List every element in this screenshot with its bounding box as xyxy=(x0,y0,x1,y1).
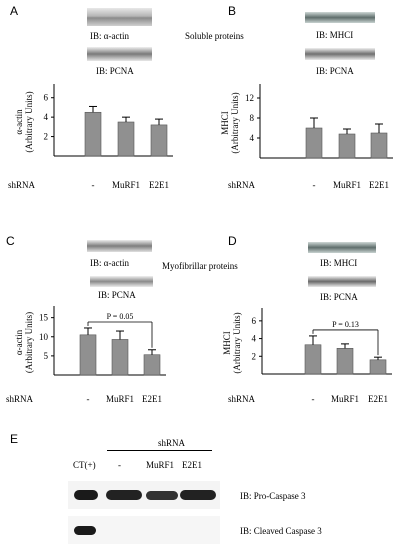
blot-b-pcna xyxy=(305,48,375,60)
chart-c-bar-1 xyxy=(111,339,129,376)
blot-label-b-bottom: IB: PCNA xyxy=(316,66,354,76)
panel-letter-e: E xyxy=(10,432,19,446)
chart-c: 5 10 15 α-actin(Arbitrary Units) - MuRF1 E2E1 s… xyxy=(6,306,166,404)
blot-a-pcna xyxy=(87,47,152,61)
chart-c-bar-2 xyxy=(143,354,161,376)
panel-e-blot-label-1: IB: Pro-Caspase 3 xyxy=(240,491,306,501)
chart-a-category-label-0: - xyxy=(92,180,95,190)
blot-d-mhci xyxy=(308,242,376,253)
chart-c-category-label-2: E2E1 xyxy=(142,394,162,404)
chart-b-bar-0 xyxy=(305,127,323,159)
section-title-soluble: Soluble proteins xyxy=(185,31,244,41)
blot-label-d-top: IB: MHCI xyxy=(320,258,358,268)
chart-b-y-label: MHCI(Arbitrary Units) xyxy=(220,92,240,153)
panel-e-blot-cleaved-caspase xyxy=(68,516,220,544)
chart-c-bar-0 xyxy=(79,334,97,376)
chart-d: 2 4 6 MHCI(Arbitrary Units) - MuRF1 E2E1 shRNA P… xyxy=(222,308,392,404)
panel-e-blot-pro-caspase xyxy=(68,481,220,509)
chart-c-shrna-label: shRNA xyxy=(6,394,34,404)
chart-d-shrna-label: shRNA xyxy=(228,394,256,404)
chart-c-category-label-1: MuRF1 xyxy=(106,394,134,404)
chart-b-y-tick-label: 8 xyxy=(250,113,255,123)
panel-e-lane-e2e1: E2E1 xyxy=(182,460,202,470)
chart-d-category-label-1: MuRF1 xyxy=(331,394,359,404)
chart-a-shrna-label: shRNA xyxy=(8,180,36,190)
chart-c-annotation: P = 0.05 xyxy=(107,312,134,321)
chart-a-category-label-2: E2E1 xyxy=(149,180,169,190)
chart-b-category-label-0: - xyxy=(313,180,316,190)
blot-label-c-bottom: IB: PCNA xyxy=(98,290,136,300)
blot-label-a-bottom: IB: PCNA xyxy=(96,66,134,76)
chart-a-y-tick-label: 4 xyxy=(44,112,49,122)
chart-c-y-label: α-actin(Arbitrary Units) xyxy=(14,312,34,373)
chart-a-bar-2 xyxy=(150,124,168,157)
chart-b-category-label-1: MuRF1 xyxy=(333,180,361,190)
blot-d-pcna xyxy=(308,276,376,287)
panel-e-shrna-header: shRNA xyxy=(158,438,186,448)
chart-d-y-tick-label: 4 xyxy=(252,334,257,344)
panel-letter-b: B xyxy=(228,4,237,18)
chart-b-y-tick-label: 12 xyxy=(245,93,254,103)
panel-e-blot-label-2: IB: Cleaved Caspase 3 xyxy=(240,526,322,536)
blot-label-b-top: IB: MHCI xyxy=(316,30,354,40)
blot-label-a-top: IB: α-actin xyxy=(90,31,129,41)
blot-a-actin xyxy=(87,8,152,26)
panel-letter-a: A xyxy=(10,4,19,18)
chart-c-y-tick-label: 15 xyxy=(39,313,49,323)
chart-b-bar-2 xyxy=(370,132,388,159)
chart-c-y-tick-label: 10 xyxy=(39,332,49,342)
chart-c-y-tick-label: 5 xyxy=(44,351,49,361)
chart-a-category-label-1: MuRF1 xyxy=(112,180,140,190)
panel-e-lane-murf1: MuRF1 xyxy=(146,460,175,470)
chart-d-bar-0 xyxy=(304,344,322,375)
chart-d-category-label-2: E2E1 xyxy=(368,394,388,404)
panel-e-shrna-line xyxy=(107,450,212,451)
chart-a-bar-0 xyxy=(84,111,102,157)
panel-e-lane-ct: CT(+) xyxy=(73,460,96,470)
chart-d-annotation: P = 0.13 xyxy=(332,320,359,329)
panel-letter-c: C xyxy=(6,234,15,248)
chart-a: 2 4 6 α-actin(Arbitrary Units) - MuRF1 E2E1 shR… xyxy=(8,84,173,190)
chart-a-y-tick-label: 6 xyxy=(44,93,49,103)
panel-letter-d: D xyxy=(228,234,237,248)
blot-b-mhci xyxy=(305,12,375,23)
chart-d-bar-1 xyxy=(336,348,354,375)
section-title-myofibrillar: Myofibrillar proteins xyxy=(162,261,238,271)
chart-b-bar-1 xyxy=(338,133,356,159)
blot-c-actin xyxy=(87,240,152,252)
chart-d-y-tick-label: 6 xyxy=(252,316,257,326)
chart-b: 4 8 12 MHCI(Arbitrary Units) - MuRF1 E2E1 shRNA xyxy=(220,84,393,190)
chart-d-y-label: MHCI(Arbitrary Units) xyxy=(222,312,242,373)
chart-d-bar-2 xyxy=(369,359,387,375)
chart-d-y-tick-label: 2 xyxy=(252,351,257,361)
chart-a-y-label: α-actin(Arbitrary Units) xyxy=(14,91,34,152)
chart-a-y-tick-label: 2 xyxy=(44,132,49,142)
chart-a-bar-1 xyxy=(117,121,135,157)
blot-label-d-bottom: IB: PCNA xyxy=(320,292,358,302)
chart-b-shrna-label: shRNA xyxy=(228,180,256,190)
blot-label-c-top: IB: α-actin xyxy=(90,258,129,268)
chart-b-category-label-2: E2E1 xyxy=(369,180,389,190)
chart-d-category-label-0: - xyxy=(312,394,315,404)
panel-e-lane-control: - xyxy=(118,460,121,470)
chart-b-y-tick-label: 4 xyxy=(250,133,255,143)
chart-c-category-label-0: - xyxy=(87,394,90,404)
blot-c-pcna xyxy=(90,276,153,287)
